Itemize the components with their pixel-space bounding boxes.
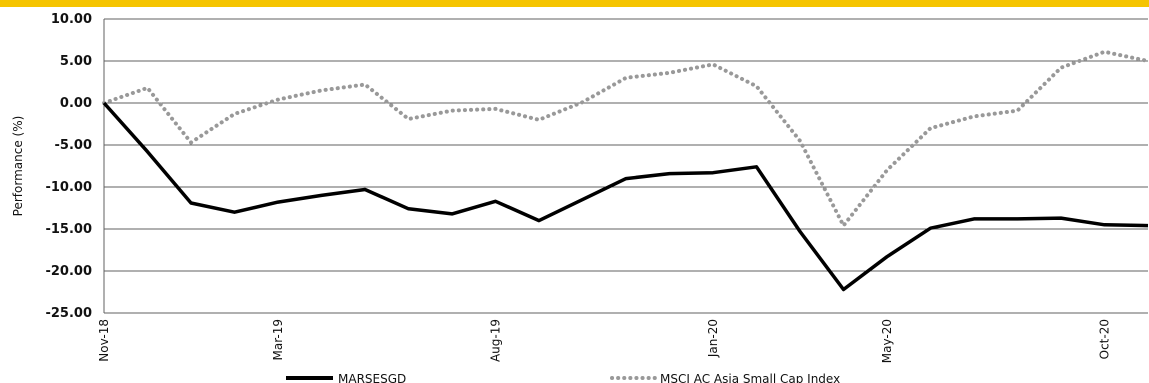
x-tick-label: May-20	[880, 319, 894, 363]
top-accent-bar	[0, 0, 1149, 7]
x-axis-ticks: Nov-18 Mar-19 Aug-19 Jan-20 May-20 Oct-20	[97, 319, 1112, 363]
y-tick-label: -15.00	[45, 222, 92, 237]
y-tick-label: 0.00	[60, 96, 92, 111]
gridlines	[103, 18, 1148, 314]
y-tick-label: 5.00	[60, 54, 92, 69]
legend-label-2: MSCI AC Asia Small Cap Index	[660, 372, 840, 383]
y-tick-label: -5.00	[55, 138, 92, 153]
y-tick-label: -10.00	[45, 180, 92, 195]
series-line-2	[102, 49, 1149, 230]
y-axis-label: Performance (%)	[11, 116, 25, 217]
x-tick-label: Nov-18	[97, 319, 111, 362]
x-tick-label: Mar-19	[271, 319, 285, 360]
y-tick-label: 10.00	[51, 12, 92, 27]
x-tick-label: Jan-20	[706, 319, 720, 358]
legend-label-1: MARSESGD	[338, 372, 406, 383]
series-lines	[102, 49, 1149, 292]
x-tick-label: Oct-20	[1098, 319, 1112, 359]
x-tick-label: Aug-19	[489, 319, 503, 362]
y-tick-label: -25.00	[45, 306, 92, 321]
series-line-1	[102, 101, 1149, 292]
legend: MARSESGD MSCI AC Asia Small Cap Index	[286, 372, 840, 383]
y-tick-label: -20.00	[45, 264, 92, 279]
y-axis-ticks: 10.00 5.00 0.00 -5.00 -10.00 -15.00 -20.00 -25.…	[45, 12, 92, 321]
